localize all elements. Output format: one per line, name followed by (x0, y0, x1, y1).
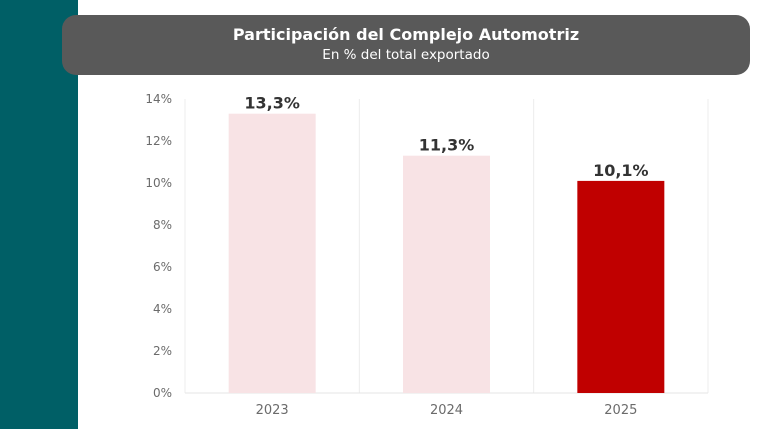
side-strip (0, 0, 78, 429)
y-tick-label: 0% (153, 386, 172, 400)
y-tick-label: 2% (153, 344, 172, 358)
x-tick-label: 2024 (430, 403, 463, 418)
y-tick-label: 14% (145, 92, 172, 106)
data-label: 13,3% (244, 94, 300, 113)
bar-2023 (228, 113, 316, 393)
bar-2025 (577, 180, 665, 393)
data-label: 10,1% (593, 161, 649, 180)
y-tick-label: 8% (153, 218, 172, 232)
y-tick-label: 6% (153, 260, 172, 274)
bar-2024 (403, 155, 490, 393)
y-tick-label: 4% (153, 302, 172, 316)
y-tick-label: 12% (145, 134, 172, 148)
y-tick-label: 10% (145, 176, 172, 190)
data-label: 11,3% (419, 136, 475, 155)
chart-subtitle: En % del total exportado (322, 47, 490, 63)
x-tick-label: 2023 (256, 403, 289, 418)
chart-title: Participación del Complejo Automotriz (232, 25, 580, 44)
chart-title-box: Participación del Complejo Automotriz En… (62, 15, 750, 75)
x-tick-label: 2025 (604, 403, 637, 418)
